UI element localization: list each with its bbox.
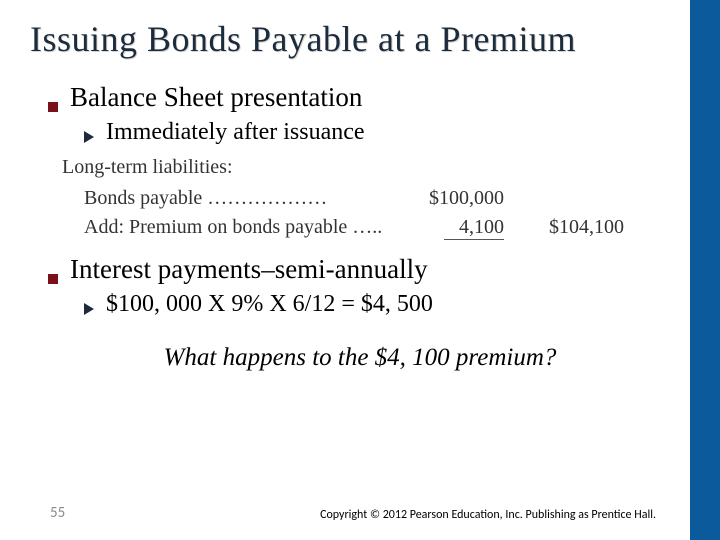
bullet-2-sub: $100, 000 X 9% X 6/12 = $4, 500	[84, 291, 672, 318]
triangle-bullet-icon	[84, 303, 94, 315]
copyright-text: Copyright © 2012 Pearson Education, Inc.…	[320, 508, 656, 522]
row2-total: $104,100	[504, 216, 624, 240]
row2-label: Add: Premium on bonds payable …..	[84, 216, 384, 240]
liab-header: Long-term liabilities:	[62, 156, 672, 179]
accent-bar	[690, 0, 720, 540]
bullet-1-text: Balance Sheet presentation	[70, 82, 362, 113]
row1-total	[504, 187, 624, 210]
slide-title: Issuing Bonds Payable at a Premium	[0, 0, 720, 72]
bullet-1: Balance Sheet presentation	[48, 82, 672, 113]
bullet-2: Interest payments–semi-annually	[48, 254, 672, 285]
row2-amt: 4,100	[384, 216, 504, 240]
bullet-2-sub-text: $100, 000 X 9% X 6/12 = $4, 500	[106, 291, 433, 318]
page-number: 55	[50, 504, 65, 522]
table-row: Add: Premium on bonds payable ….. 4,100 …	[62, 216, 672, 240]
question-text: What happens to the $4, 100 premium?	[48, 344, 672, 372]
square-bullet-icon	[48, 102, 58, 112]
row1-amt: $100,000	[384, 187, 504, 210]
bullet-1-sub-text: Immediately after issuance	[106, 119, 365, 146]
bullet-2-text: Interest payments–semi-annually	[70, 254, 428, 285]
square-bullet-icon	[48, 274, 58, 284]
triangle-bullet-icon	[84, 131, 94, 143]
bullet-1-sub: Immediately after issuance	[84, 119, 672, 146]
content-area: Balance Sheet presentation Immediately a…	[0, 72, 720, 372]
footer: 55 Copyright © 2012 Pearson Education, I…	[0, 504, 690, 522]
table-row: Bonds payable ……………… $100,000	[62, 187, 672, 210]
row1-label: Bonds payable ………………	[84, 187, 384, 210]
liabilities-table: Long-term liabilities: Bonds payable …………	[62, 156, 672, 240]
